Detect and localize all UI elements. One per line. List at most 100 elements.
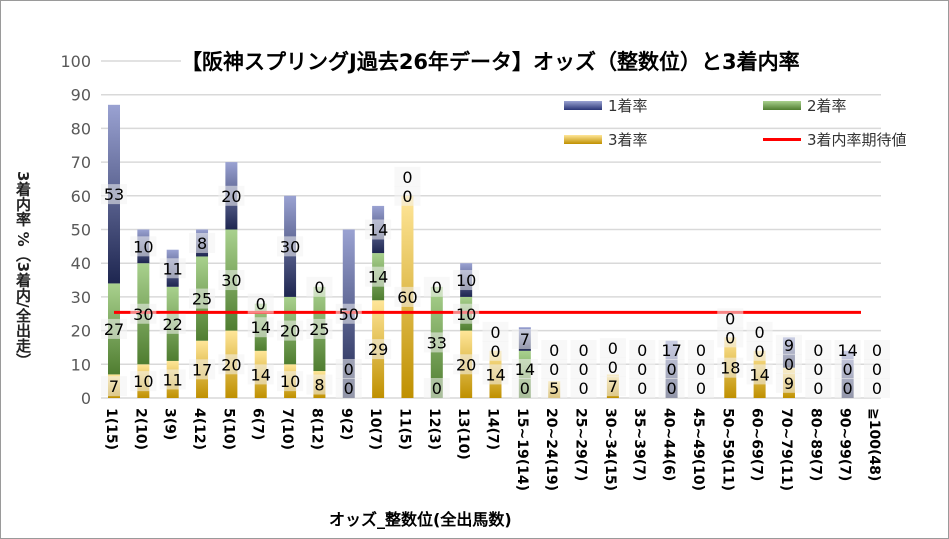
- y-axis-title: 3着内率 %（3着内/全出走）: [14, 171, 32, 368]
- data-label: 14: [837, 341, 857, 360]
- data-label: 20: [280, 322, 300, 341]
- data-label-box: [599, 357, 626, 378]
- x-tick-label: 30~34(15): [602, 408, 618, 491]
- x-tick-label: 50~59(11): [719, 408, 735, 491]
- data-label: 0: [843, 379, 853, 398]
- data-label: 0: [432, 278, 442, 297]
- data-label: 22: [163, 315, 183, 334]
- data-label: 0: [813, 360, 823, 379]
- data-label-box: [746, 340, 773, 361]
- legend-label: 2着率: [807, 97, 847, 115]
- data-label: 14: [749, 365, 769, 384]
- x-tick-label: 9(2): [338, 408, 354, 440]
- data-label: 7: [520, 330, 530, 349]
- data-label-box: [130, 236, 157, 257]
- data-label: 0: [637, 360, 647, 379]
- data-label-box: [541, 378, 568, 398]
- legend-label: 1着率: [608, 97, 648, 115]
- data-label-box: [189, 288, 216, 309]
- x-tick-label: 40~44(6): [661, 408, 677, 481]
- data-label: 17: [661, 341, 681, 360]
- data-label-box: [834, 378, 861, 398]
- y-tick-label: 10: [71, 355, 91, 374]
- data-label-box: [511, 329, 538, 350]
- data-label-box: [805, 359, 832, 379]
- x-tick-label: 90~99(7): [837, 408, 853, 481]
- data-label: 0: [344, 360, 354, 379]
- x-tick-label: 80~89(7): [807, 408, 823, 481]
- data-label: 8: [314, 376, 324, 395]
- data-label: 17: [192, 360, 212, 379]
- data-label: 14: [515, 360, 535, 379]
- data-label-box: [775, 334, 802, 355]
- data-label-box: [335, 378, 362, 398]
- data-label: 33: [427, 333, 447, 352]
- data-label-box: [423, 332, 450, 353]
- data-label-box: [541, 359, 568, 379]
- data-label: 14: [368, 221, 388, 240]
- data-label: 7: [109, 377, 119, 396]
- data-label: 0: [314, 278, 324, 297]
- x-tick-label: 11(5): [396, 408, 412, 450]
- x-tick-label: 2(10): [132, 408, 148, 450]
- data-label: 0: [549, 360, 559, 379]
- data-label: 20: [221, 355, 241, 374]
- x-tick-label: 70~79(11): [778, 408, 794, 491]
- data-label-box: [159, 369, 186, 390]
- data-label-box: [482, 340, 509, 361]
- data-label: 0: [755, 323, 765, 342]
- data-label-box: [277, 320, 304, 341]
- data-label-box: [365, 339, 392, 360]
- data-label: 50: [339, 305, 359, 324]
- data-label: 0: [637, 341, 647, 360]
- data-label-box: [541, 340, 568, 360]
- data-label: 0: [432, 379, 442, 398]
- data-label: 0: [843, 360, 853, 379]
- x-tick-label: 12(3): [426, 408, 442, 450]
- data-label: 9: [784, 336, 794, 355]
- data-label-box: [247, 317, 274, 338]
- data-label: 10: [280, 372, 300, 391]
- data-label: 30: [221, 271, 241, 290]
- data-label-box: [629, 359, 656, 379]
- y-tick-label: 20: [71, 322, 91, 341]
- data-label-box: [482, 321, 509, 342]
- data-label: 14: [368, 268, 388, 287]
- x-tick-label: ≧100(48): [866, 408, 882, 481]
- data-label: 11: [163, 259, 183, 278]
- legend-label: 3着内率期待値: [807, 131, 907, 149]
- legend-item-1st: 1着率: [564, 95, 648, 116]
- data-label-box: [687, 359, 714, 379]
- data-label: 0: [637, 379, 647, 398]
- data-label-box: [482, 364, 509, 385]
- data-label-box: [159, 313, 186, 334]
- data-label-box: [864, 340, 890, 360]
- legend-swatch: [763, 138, 801, 141]
- x-tick-label: 20~24(19): [543, 408, 559, 491]
- x-axis-title: オッズ_整数位(全出馬数): [329, 510, 512, 529]
- data-label-box: [775, 372, 802, 393]
- data-label-box: [599, 338, 626, 359]
- legend-swatch: [564, 135, 602, 144]
- data-label-box: [511, 378, 538, 398]
- data-label-box: [218, 270, 245, 291]
- data-label-box: [277, 236, 304, 257]
- data-label: 14: [251, 365, 271, 384]
- data-label: 0: [666, 379, 676, 398]
- data-label: 0: [725, 309, 735, 328]
- data-label: 0: [578, 379, 588, 398]
- data-label-box: [717, 308, 744, 329]
- data-label-box: [805, 340, 832, 360]
- y-tick-label: 40: [71, 254, 91, 273]
- data-label-box: [218, 354, 245, 375]
- data-label-box: [365, 219, 392, 240]
- data-label: 14: [251, 318, 271, 337]
- data-label: 0: [549, 341, 559, 360]
- data-label-box: [453, 270, 480, 291]
- data-label: 18: [720, 359, 740, 378]
- data-label-box: [218, 185, 245, 206]
- y-tick-label: 60: [71, 187, 91, 206]
- legend-item-2nd: 2着率: [763, 95, 847, 116]
- data-label: 0: [402, 168, 412, 187]
- data-label: 11: [163, 370, 183, 389]
